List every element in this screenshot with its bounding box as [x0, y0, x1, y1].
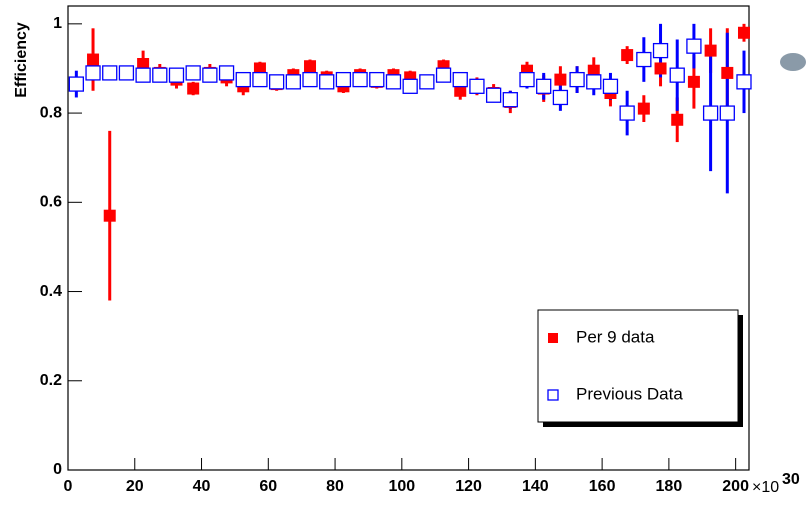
plot-frame: [67, 5, 750, 471]
x-tick-label: 140: [522, 478, 549, 495]
y-tick-label: 0.4: [40, 283, 62, 300]
x-tick-label: 60: [259, 478, 277, 495]
legend-label: Per 9 data: [576, 327, 655, 346]
point-marker: [586, 74, 602, 90]
point-marker: [168, 67, 185, 83]
point-marker: [637, 102, 650, 115]
point-marker: [68, 76, 84, 92]
point-marker: [621, 49, 634, 62]
x-tick-label: 160: [589, 478, 616, 495]
point-marker: [652, 42, 669, 59]
point-marker: [519, 71, 535, 88]
point-marker: [554, 73, 567, 86]
point-marker: [686, 38, 702, 54]
y-axis-label: Efficiency: [13, 22, 30, 98]
point-marker: [253, 62, 266, 75]
point-marker: [702, 105, 719, 121]
point-marker: [469, 78, 485, 94]
point-marker: [85, 65, 101, 81]
point-marker: [152, 67, 168, 83]
x-tick-label: 200: [722, 478, 749, 495]
point-marker: [636, 51, 652, 68]
point-marker: [552, 89, 569, 106]
x-multiplier: ×10: [752, 479, 779, 496]
point-marker: [719, 105, 735, 121]
point-marker: [502, 92, 518, 108]
point-marker: [704, 44, 717, 57]
point-marker: [285, 74, 301, 90]
point-marker: [135, 67, 151, 83]
point-marker: [103, 209, 116, 222]
point-marker: [721, 66, 734, 79]
point-marker: [252, 71, 268, 88]
x-tick-label: 0: [64, 478, 73, 495]
point-marker: [452, 71, 468, 88]
point-marker: [218, 65, 235, 81]
point-marker: [619, 105, 635, 121]
point-marker: [302, 71, 318, 88]
point-marker: [402, 78, 418, 94]
point-marker: [335, 71, 352, 88]
x-tick-label: 40: [193, 478, 211, 495]
y-tick-label: 0.8: [40, 104, 62, 121]
point-marker: [669, 67, 685, 83]
point-marker: [185, 65, 201, 81]
x-tick-label: 100: [388, 478, 415, 495]
point-marker: [569, 71, 585, 88]
point-marker: [435, 67, 452, 83]
point-marker: [369, 71, 385, 88]
logo-icon: [780, 53, 806, 71]
y-tick-label: 0: [53, 461, 62, 478]
point-marker: [187, 82, 200, 95]
point-marker: [319, 74, 335, 90]
x-multiplier-exponent: 30: [782, 471, 800, 488]
legend-marker: [547, 389, 559, 401]
point-marker: [671, 113, 684, 126]
y-tick-label: 1: [53, 15, 62, 32]
point-marker: [602, 78, 619, 94]
point-marker: [587, 64, 600, 77]
y-tick-label: 0.2: [40, 372, 62, 389]
point-marker: [137, 58, 150, 70]
x-tick-label: 180: [656, 478, 683, 495]
point-marker: [235, 71, 251, 88]
point-marker: [536, 78, 552, 94]
point-marker: [736, 74, 752, 90]
legend-box: [537, 309, 739, 423]
x-tick-label: 120: [455, 478, 482, 495]
point-marker: [687, 75, 700, 88]
point-marker: [304, 60, 317, 73]
point-marker: [118, 65, 135, 81]
point-marker: [654, 62, 667, 75]
point-marker: [385, 74, 402, 90]
point-marker: [268, 74, 285, 90]
point-marker: [87, 53, 100, 66]
y-tick-label: 0.6: [40, 194, 62, 211]
legend-label: Previous Data: [576, 384, 683, 403]
point-marker: [102, 65, 118, 81]
x-tick-label: 80: [326, 478, 344, 495]
legend-marker: [548, 333, 558, 343]
point-marker: [419, 74, 435, 90]
point-marker: [454, 84, 467, 97]
point-marker: [202, 67, 218, 83]
point-marker: [737, 26, 750, 39]
point-marker: [352, 71, 368, 88]
x-tick-label: 20: [126, 478, 144, 495]
point-marker: [485, 87, 502, 103]
